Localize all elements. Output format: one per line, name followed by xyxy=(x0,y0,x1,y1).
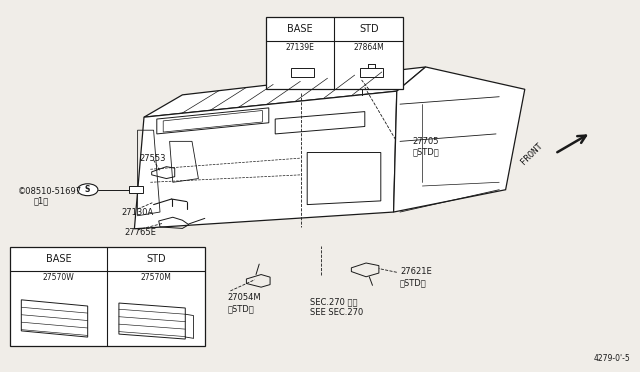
Text: （1）: （1） xyxy=(33,196,49,205)
Text: 27621E
（STD）: 27621E （STD） xyxy=(400,267,432,287)
Polygon shape xyxy=(21,300,88,337)
Polygon shape xyxy=(134,91,397,229)
Text: S: S xyxy=(85,185,90,194)
Text: FRONT: FRONT xyxy=(518,141,544,166)
Bar xyxy=(10,247,205,346)
Text: BASE: BASE xyxy=(45,254,71,264)
Text: 4279-0'-5: 4279-0'-5 xyxy=(594,354,630,363)
Text: 27765E: 27765E xyxy=(125,228,157,237)
Text: STD: STD xyxy=(359,24,379,34)
Polygon shape xyxy=(119,303,186,339)
Text: 27130A: 27130A xyxy=(122,208,154,217)
Text: BASE: BASE xyxy=(287,24,313,34)
Text: 27705
（STD）: 27705 （STD） xyxy=(413,137,440,157)
Text: STD: STD xyxy=(146,254,166,264)
Text: ©08510-51697: ©08510-51697 xyxy=(18,187,82,196)
Text: 27864M: 27864M xyxy=(353,42,384,52)
Text: SEC.270 参照
SEE SEC.270: SEC.270 参照 SEE SEC.270 xyxy=(310,297,364,317)
Text: 27054M
（STD）: 27054M （STD） xyxy=(227,293,261,313)
Circle shape xyxy=(77,184,98,196)
Polygon shape xyxy=(144,67,426,117)
Bar xyxy=(129,186,143,193)
Polygon shape xyxy=(350,81,373,89)
Text: 27553: 27553 xyxy=(140,154,166,163)
Text: 27139E: 27139E xyxy=(285,42,314,52)
Text: 27570W: 27570W xyxy=(42,273,74,282)
Polygon shape xyxy=(394,67,525,212)
Text: 27570M: 27570M xyxy=(141,273,172,282)
Bar xyxy=(266,17,403,89)
